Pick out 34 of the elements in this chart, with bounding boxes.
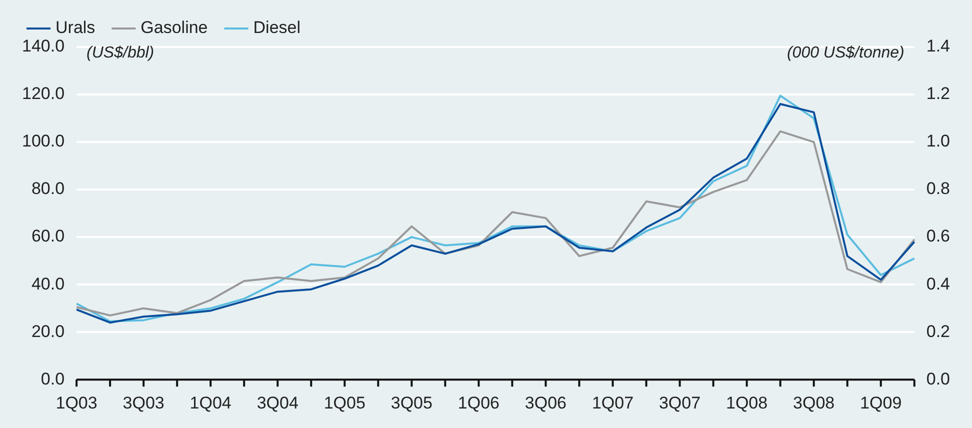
y2-tick-label: 0.8	[926, 179, 950, 198]
x-tick-label: 3Q03	[122, 393, 164, 412]
x-tick-label: 1Q05	[324, 393, 366, 412]
y-axis-title: (US$/bbl)	[86, 44, 154, 62]
x-tick-label: 1Q06	[458, 393, 500, 412]
x-tick-label: 1Q04	[190, 393, 232, 412]
y-tick-label: 80.0	[31, 179, 65, 198]
x-tick-label: 1Q07	[592, 393, 634, 412]
y2-axis-title: (000 US$/tonne)	[786, 44, 904, 62]
x-tick-label: 3Q04	[256, 393, 298, 412]
y2-tick-label: 0.0	[926, 369, 950, 388]
x-tick-label: 3Q08	[793, 393, 835, 412]
x-tick-label: 3Q05	[390, 393, 432, 412]
x-tick-label: 3Q07	[658, 393, 701, 412]
y2-tick-label: 0.2	[926, 322, 950, 341]
legend-label: Diesel	[253, 18, 301, 38]
y2-tick-label: 0.6	[926, 226, 950, 246]
y2-tick-label: 1.2	[926, 84, 950, 104]
legend-label: Gasoline	[140, 18, 208, 38]
y-tick-label: 0.0	[40, 369, 65, 388]
x-tick-label: 1Q03	[56, 393, 98, 412]
y-tick-label: 40.0	[31, 274, 65, 294]
x-tick-label: 1Q08	[726, 393, 768, 412]
x-tick-label: 3Q06	[524, 393, 567, 412]
y2-tick-label: 1.0	[926, 132, 950, 151]
y-tick-label: 140.0	[22, 36, 65, 56]
y-tick-label: 60.0	[31, 226, 65, 246]
y-tick-label: 100.0	[22, 132, 65, 151]
y-tick-label: 20.0	[31, 322, 65, 341]
legend-label: Urals	[56, 18, 96, 38]
x-tick-label: 1Q09	[860, 393, 902, 412]
y2-tick-label: 1.4	[926, 36, 950, 56]
y-tick-label: 120.0	[22, 84, 65, 104]
y2-tick-label: 0.4	[926, 274, 950, 294]
